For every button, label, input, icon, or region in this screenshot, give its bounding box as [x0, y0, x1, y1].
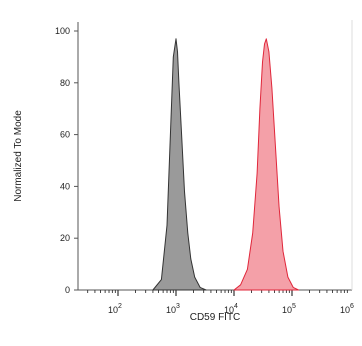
x-major-ticks: 102 103 104 105 106 [108, 303, 354, 315]
y-tick-label: 0 [65, 285, 70, 295]
histogram-series-2 [233, 38, 300, 291]
y-tick-label: 20 [60, 233, 70, 243]
x-tick-exponent: 3 [176, 303, 180, 310]
x-tick-exponent: 4 [234, 303, 238, 310]
y-tick-label: 100 [55, 26, 70, 36]
x-tick-base: 10 [340, 305, 350, 315]
x-minor-ticks [87, 290, 348, 296]
x-tick-base: 10 [166, 305, 176, 315]
x-tick-exponent: 6 [350, 303, 354, 310]
y-tick-label: 40 [60, 181, 70, 191]
x-tick-label: 106 [340, 303, 354, 315]
x-axis-title: CD59 FITC [190, 312, 241, 323]
x-tick-exponent: 5 [292, 303, 296, 310]
y-tick-label: 60 [60, 130, 70, 140]
y-axis-title: Normalized To Mode [13, 110, 24, 202]
x-tick-base: 10 [224, 305, 234, 315]
x-tick-label: 102 [108, 303, 122, 315]
histogram-series-1 [152, 38, 207, 291]
x-tick-base: 10 [282, 305, 292, 315]
x-tick-label: 105 [282, 303, 296, 315]
x-tick-base: 10 [108, 305, 118, 315]
series-layer [152, 38, 300, 291]
y-tick-label: 80 [60, 78, 70, 88]
x-tick-exponent: 2 [118, 303, 122, 310]
x-tick-label: 104 [224, 303, 238, 315]
x-tick-label: 103 [166, 303, 180, 315]
y-ticks: 0 20 40 60 80 100 [55, 26, 78, 295]
